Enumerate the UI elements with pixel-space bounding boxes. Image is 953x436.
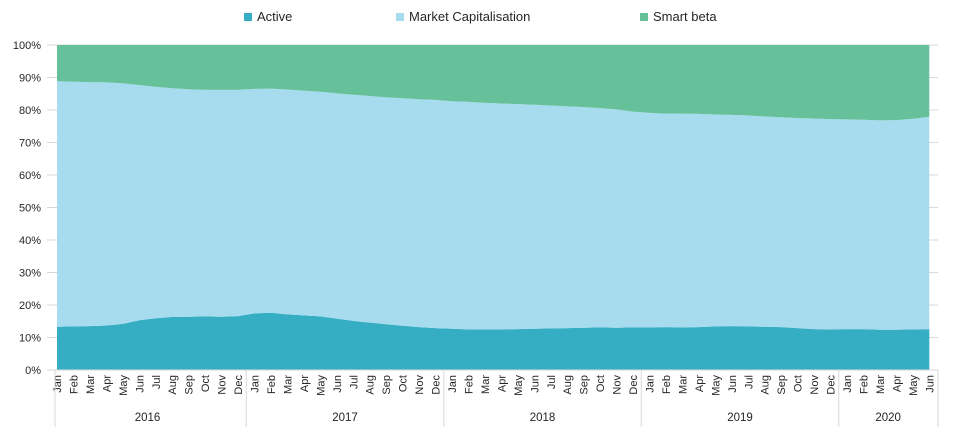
legend-item-smart-beta[interactable]: Smart beta (640, 9, 717, 25)
svg-text:50%: 50% (19, 203, 41, 215)
legend-item-active[interactable]: Active (244, 9, 292, 25)
svg-text:Jul: Jul (743, 375, 755, 389)
svg-text:2019: 2019 (727, 412, 753, 424)
svg-text:Oct: Oct (595, 375, 607, 392)
area-market-capitalisation (57, 81, 930, 330)
y-axis-labels: 0% 10% 20% 30% 40% 50% 60% 70% 80% 90% 100% (13, 40, 41, 377)
svg-text:Jul: Jul (348, 375, 360, 389)
svg-text:May: May (118, 375, 130, 396)
x-axis-month-labels: Jan Feb Mar Apr May Jun Jul Aug Sep Oct Nov Dec Jan F… (52, 375, 936, 396)
svg-text:Nov: Nov (809, 375, 821, 395)
svg-text:Feb: Feb (858, 375, 870, 394)
svg-text:Jul: Jul (151, 375, 163, 389)
svg-text:Apr: Apr (694, 375, 706, 392)
legend-swatch-smart-beta-icon (640, 13, 648, 21)
svg-text:Feb: Feb (661, 375, 673, 394)
svg-text:Sep: Sep (579, 375, 591, 395)
svg-text:Sep: Sep (776, 375, 788, 395)
svg-text:Aug: Aug (167, 375, 179, 395)
svg-text:2018: 2018 (530, 412, 556, 424)
svg-text:Dec: Dec (628, 375, 640, 395)
svg-text:Apr: Apr (891, 375, 903, 392)
svg-text:Dec: Dec (233, 375, 245, 395)
area-active (57, 312, 930, 370)
svg-text:30%: 30% (19, 268, 41, 280)
svg-text:Sep: Sep (381, 375, 393, 395)
svg-text:10%: 10% (19, 333, 41, 345)
svg-text:2020: 2020 (875, 412, 901, 424)
svg-text:60%: 60% (19, 170, 41, 182)
svg-text:Jun: Jun (727, 375, 739, 393)
svg-text:0%: 0% (25, 365, 41, 377)
svg-text:Sep: Sep (184, 375, 196, 395)
svg-text:70%: 70% (19, 138, 41, 150)
svg-text:Mar: Mar (677, 375, 689, 394)
svg-text:May: May (315, 375, 327, 396)
svg-text:Nov: Nov (414, 375, 426, 395)
chart-legend: Active Market Capitalisation Smart beta (0, 0, 953, 34)
svg-text:Dec: Dec (431, 375, 443, 395)
svg-text:Apr: Apr (101, 375, 113, 392)
svg-text:Jun: Jun (134, 375, 146, 393)
svg-text:Oct: Oct (793, 375, 805, 392)
svg-text:Jan: Jan (842, 375, 854, 393)
area-smart-beta (57, 45, 930, 121)
svg-text:Jul: Jul (546, 375, 558, 389)
svg-text:Mar: Mar (282, 375, 294, 394)
svg-text:Mar: Mar (480, 375, 492, 394)
svg-text:Apr: Apr (496, 375, 508, 392)
legend-swatch-active-icon (244, 13, 252, 21)
svg-text:20%: 20% (19, 300, 41, 312)
svg-text:Aug: Aug (562, 375, 574, 395)
svg-text:Oct: Oct (200, 375, 212, 392)
svg-text:Dec: Dec (826, 375, 838, 395)
svg-text:Nov: Nov (612, 375, 624, 395)
svg-text:Apr: Apr (299, 375, 311, 392)
svg-text:May: May (710, 375, 722, 396)
legend-label-active: Active (257, 9, 293, 24)
svg-text:Mar: Mar (85, 375, 97, 394)
legend-swatch-market-capitalisation-icon (396, 13, 404, 21)
svg-text:Jun: Jun (529, 375, 541, 393)
svg-text:Aug: Aug (365, 375, 377, 395)
svg-text:Feb: Feb (463, 375, 475, 394)
svg-text:2017: 2017 (332, 412, 358, 424)
legend-label-smart-beta: Smart beta (653, 9, 717, 24)
svg-text:Nov: Nov (217, 375, 229, 395)
svg-text:Jun: Jun (924, 375, 936, 393)
legend-item-market-capitalisation[interactable]: Market Capitalisation (396, 9, 530, 25)
svg-text:40%: 40% (19, 235, 41, 247)
svg-text:90%: 90% (19, 73, 41, 85)
svg-text:Jan: Jan (447, 375, 459, 393)
svg-text:Oct: Oct (398, 375, 410, 392)
legend-label-market-capitalisation: Market Capitalisation (409, 9, 531, 24)
svg-text:May: May (908, 375, 920, 396)
svg-text:Feb: Feb (266, 375, 278, 394)
year-separators (47, 369, 939, 427)
svg-text:100%: 100% (13, 40, 41, 52)
svg-text:Jun: Jun (332, 375, 344, 393)
svg-text:80%: 80% (19, 105, 41, 117)
x-axis-year-labels: 2016 2017 2018 2019 2020 (135, 412, 901, 424)
svg-text:Aug: Aug (760, 375, 772, 395)
svg-text:Jan: Jan (645, 375, 657, 393)
svg-text:Jan: Jan (250, 375, 262, 393)
svg-text:Mar: Mar (875, 375, 887, 394)
svg-text:2016: 2016 (135, 412, 161, 424)
svg-text:Jan: Jan (52, 375, 64, 393)
svg-text:Feb: Feb (68, 375, 80, 394)
svg-text:May: May (513, 375, 525, 396)
